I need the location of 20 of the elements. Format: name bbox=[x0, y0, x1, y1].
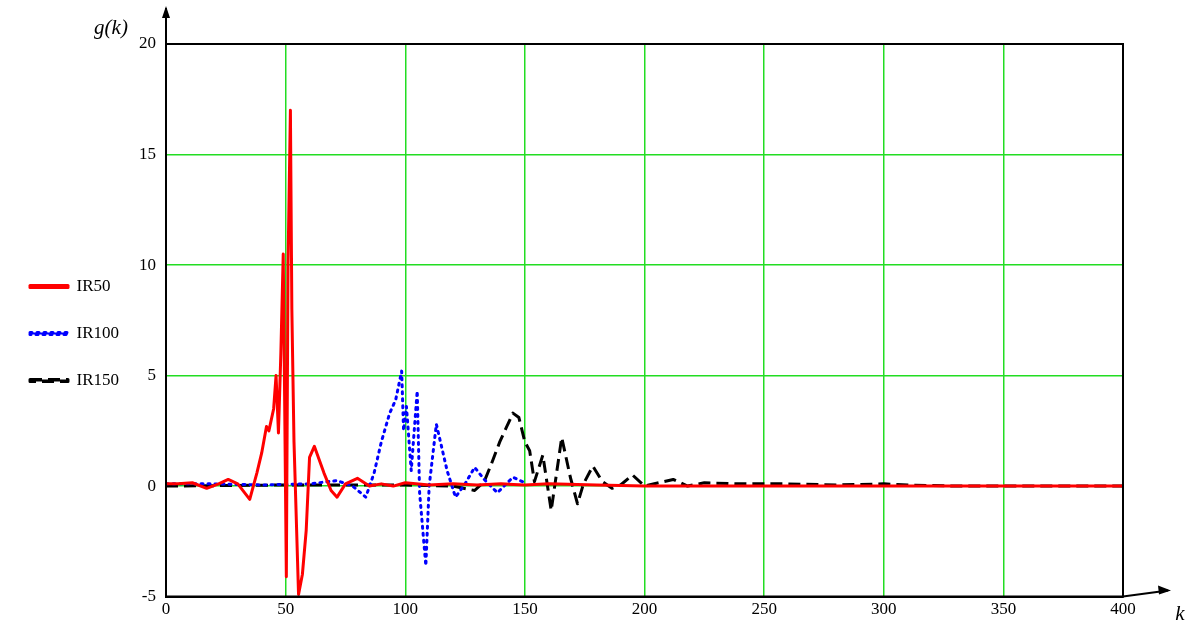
x-tick-label: 50 bbox=[277, 599, 295, 619]
y-tick-label: 10 bbox=[139, 254, 156, 274]
y-tick-label: -5 bbox=[141, 586, 156, 606]
x-tick-label: 300 bbox=[871, 599, 897, 619]
x-tick-label: 400 bbox=[1110, 599, 1136, 619]
y-tick-label: 20 bbox=[139, 33, 156, 53]
x-tick-label: 150 bbox=[512, 599, 538, 619]
x-tick-label: 350 bbox=[990, 599, 1017, 619]
legend-label: IR50 bbox=[76, 275, 111, 295]
x-tick-label: 200 bbox=[631, 599, 658, 619]
y-tick-label: 5 bbox=[147, 365, 156, 385]
legend-label: IR150 bbox=[76, 369, 119, 389]
x-tick-label: 250 bbox=[751, 599, 777, 619]
y-tick-label: 0 bbox=[147, 475, 156, 495]
x-tick-label: 100 bbox=[392, 599, 418, 619]
x-tick-label: 0 bbox=[161, 599, 171, 619]
y-tick-label: 15 bbox=[139, 143, 156, 163]
y-axis-title: g(k) bbox=[94, 15, 128, 39]
x-axis-title: k bbox=[1175, 601, 1185, 623]
legend-label: IR100 bbox=[76, 322, 119, 342]
